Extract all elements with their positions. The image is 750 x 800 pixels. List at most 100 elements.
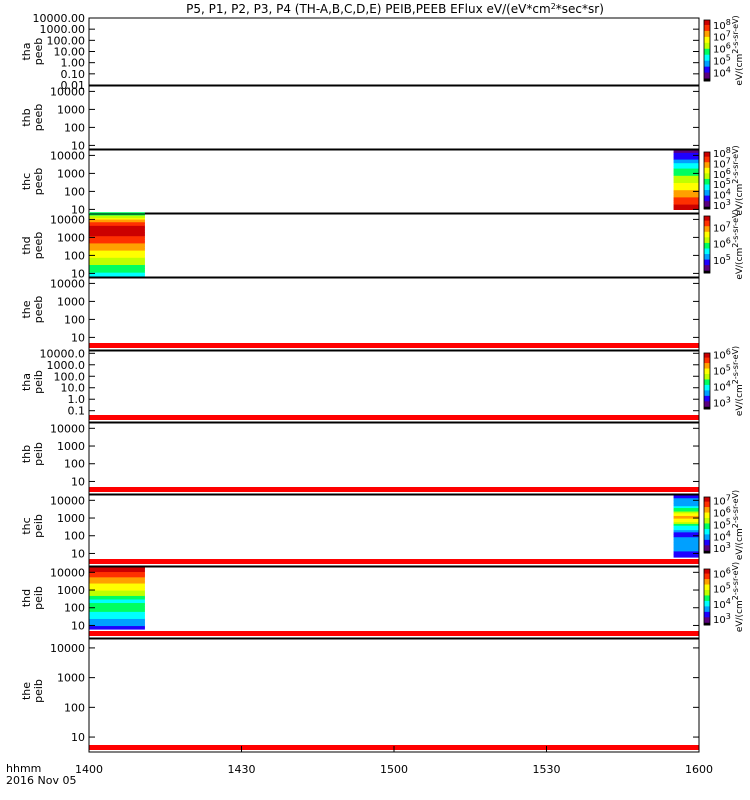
panel-product-label: peeb bbox=[32, 168, 45, 196]
spectrogram-cell bbox=[89, 221, 145, 224]
colorbar-swatch bbox=[704, 546, 710, 549]
colorbar-swatch bbox=[704, 571, 710, 574]
colorbar-swatch bbox=[704, 235, 710, 238]
colorbar-swatch bbox=[704, 227, 710, 230]
spectrogram-cell bbox=[89, 607, 145, 611]
colorbar-swatch bbox=[704, 548, 710, 551]
colorbar-swatch bbox=[704, 529, 710, 532]
colorbar-swatch bbox=[704, 544, 710, 547]
colorbar-swatch bbox=[704, 78, 710, 81]
spectrogram-cell bbox=[89, 567, 145, 569]
colorbar-swatch bbox=[704, 178, 710, 181]
spectrogram-cell bbox=[673, 160, 699, 164]
colorbar-swatch bbox=[704, 586, 710, 589]
spectrogram-cell bbox=[89, 239, 145, 242]
colorbar-swatch bbox=[704, 261, 710, 264]
colorbar-swatch bbox=[704, 21, 710, 24]
y-tick-label: 10000 bbox=[50, 213, 85, 226]
spectrogram-cell bbox=[673, 515, 699, 518]
panel-probe-label: thc bbox=[20, 517, 33, 534]
panel-probe-label: tha bbox=[20, 42, 33, 60]
spectrogram-cell bbox=[673, 166, 699, 169]
panel-product-label: peib bbox=[32, 679, 45, 703]
colorbar-thd-peeb: 107 106 105 eV/(cm2-s-sr-eV) bbox=[703, 209, 745, 280]
colorbar-swatch bbox=[704, 20, 710, 22]
colorbar-frame bbox=[703, 352, 711, 410]
colorbar-swatch bbox=[704, 247, 710, 250]
colorbar-swatch bbox=[704, 569, 710, 571]
y-tick-label: 1000 bbox=[57, 672, 85, 685]
spectrogram-cell bbox=[89, 246, 145, 249]
colorbar-swatch bbox=[704, 395, 710, 398]
spectrogram-cell bbox=[673, 159, 699, 162]
y-tick-label: 100 bbox=[64, 530, 85, 543]
colorbar-swatch bbox=[704, 604, 710, 607]
y-tick-label: 100 bbox=[64, 249, 85, 262]
colorbar-swatch bbox=[704, 535, 710, 538]
y-tick-label: 1.0 bbox=[68, 393, 86, 406]
y-tick-label: 10.0 bbox=[61, 382, 86, 395]
colorbar-swatch bbox=[704, 543, 710, 546]
colorbar-swatch bbox=[704, 49, 710, 52]
spectrogram-cell bbox=[89, 218, 145, 221]
panel-product-label: peeb bbox=[32, 38, 45, 66]
colorbar-swatch bbox=[704, 361, 710, 364]
y-tick-label: 10000 bbox=[50, 422, 85, 435]
colorbar-swatch bbox=[704, 510, 710, 513]
colorbar-swatch bbox=[704, 396, 710, 399]
colorbar-swatch bbox=[704, 202, 710, 204]
colorbar-swatch bbox=[704, 28, 710, 31]
panel-frame bbox=[88, 17, 700, 86]
colorbar-swatch bbox=[704, 181, 710, 184]
colorbar-swatch bbox=[704, 406, 710, 409]
figure-title: P5, P1, P2, P3, P4 (TH-A,B,C,D,E) PEIB,P… bbox=[186, 2, 604, 16]
colorbar-swatch bbox=[704, 168, 710, 171]
colorbar-swatch bbox=[704, 615, 710, 618]
colorbar-label: eV/(cm2-s-sr-eV) bbox=[731, 209, 745, 279]
colorbar-tick-label: 107 bbox=[713, 220, 731, 234]
colorbar-frame bbox=[703, 496, 711, 554]
colorbar-swatch bbox=[704, 231, 710, 234]
spectrogram-cell bbox=[673, 169, 699, 173]
spectrogram-cell bbox=[673, 516, 699, 519]
colorbar-swatch bbox=[704, 63, 710, 66]
spectrogram-cell bbox=[673, 533, 699, 538]
spectrogram-cell bbox=[89, 227, 145, 231]
colorbar-label: eV/(cm2-s-sr-eV) bbox=[731, 346, 745, 416]
colorbar-swatch bbox=[704, 607, 710, 610]
colorbar-swatch bbox=[704, 380, 710, 383]
colorbar-swatch bbox=[704, 531, 710, 534]
colorbar-swatch bbox=[704, 171, 710, 174]
panel-thd-peeb: 10000 1000 100 10 thd peeb 107 106 105 eV/(cm2-s-… bbox=[20, 209, 745, 280]
colorbar-swatch bbox=[704, 163, 710, 166]
spectrogram-cell bbox=[89, 623, 145, 627]
colorbar-swatch bbox=[704, 220, 710, 223]
colorbar-swatch bbox=[704, 203, 710, 206]
colorbar-swatch bbox=[704, 359, 710, 362]
spectrogram-cell bbox=[673, 514, 699, 516]
panel-frame bbox=[88, 566, 700, 639]
colorbar-swatch bbox=[704, 372, 710, 374]
panel-probe-label: tha bbox=[20, 373, 33, 391]
colorbar-swatch bbox=[704, 506, 710, 509]
colorbar-swatch bbox=[704, 36, 710, 39]
colorbar-swatch bbox=[704, 58, 710, 61]
colorbar-tick-label: 106 bbox=[713, 237, 731, 251]
colorbar-tick-label: 104 bbox=[713, 66, 731, 80]
colorbar-swatch bbox=[704, 623, 710, 626]
y-tick-label: 100.0 bbox=[54, 370, 86, 383]
spectrogram-cell bbox=[89, 262, 145, 265]
panel-product-label: peeb bbox=[32, 296, 45, 324]
colorbar-swatch bbox=[704, 164, 710, 167]
panel-product-label: peib bbox=[32, 442, 45, 466]
spectrogram-cell bbox=[89, 232, 145, 235]
y-tick-label: 1000 bbox=[57, 440, 85, 453]
colorbar-frame bbox=[703, 215, 711, 274]
spectrogram-cell bbox=[89, 214, 145, 217]
spectrogram-cell bbox=[89, 212, 145, 215]
colorbar-swatch bbox=[704, 158, 710, 161]
colorbar-swatch bbox=[704, 197, 710, 200]
colorbar-swatch bbox=[704, 525, 710, 528]
